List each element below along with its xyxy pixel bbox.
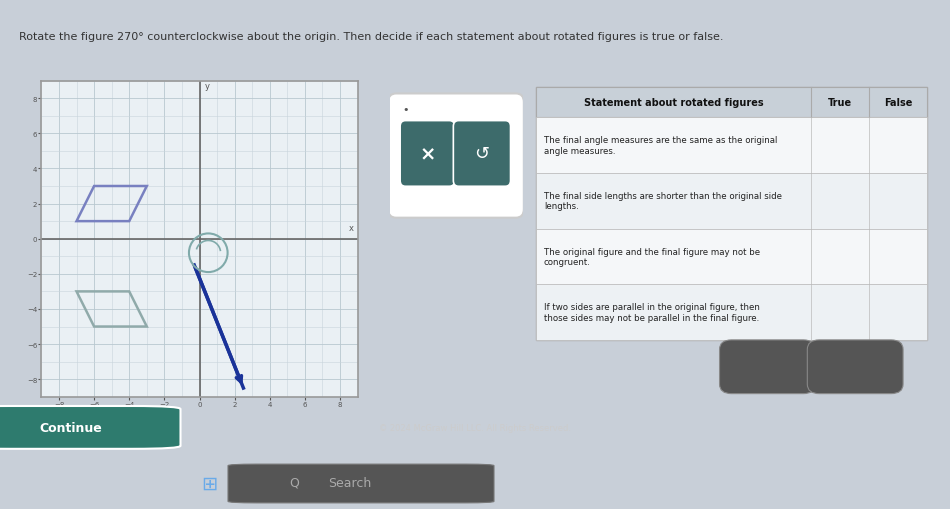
FancyBboxPatch shape <box>453 121 510 187</box>
Text: •: • <box>402 105 408 115</box>
Text: ×: × <box>419 145 436 163</box>
Text: The original figure and the final figure may not be
congruent.: The original figure and the final figure… <box>544 247 760 267</box>
Text: Rotate the figure 270° counterclockwise about the origin. Then decide if each st: Rotate the figure 270° counterclockwise … <box>19 32 724 42</box>
Text: ×: × <box>761 359 774 375</box>
Text: x: x <box>349 223 353 233</box>
FancyBboxPatch shape <box>389 94 523 218</box>
Text: y: y <box>205 81 210 91</box>
Text: The final angle measures are the same as the original
angle measures.: The final angle measures are the same as… <box>544 136 777 155</box>
Bar <box>536 88 927 118</box>
Text: © 2024 McGraw Hill LLC. All Rights Reserved.: © 2024 McGraw Hill LLC. All Rights Reser… <box>379 423 571 432</box>
Text: ↺: ↺ <box>848 359 862 375</box>
FancyBboxPatch shape <box>228 464 494 503</box>
Text: Statement about rotated figures: Statement about rotated figures <box>584 98 764 108</box>
FancyBboxPatch shape <box>0 406 180 449</box>
FancyBboxPatch shape <box>400 121 455 187</box>
Text: Search: Search <box>328 476 371 489</box>
Text: The final side lengths are shorter than the original side
lengths.: The final side lengths are shorter than … <box>544 192 782 211</box>
FancyBboxPatch shape <box>719 340 815 394</box>
Text: ⊞: ⊞ <box>200 474 218 493</box>
Text: False: False <box>884 98 912 108</box>
Text: If two sides are parallel in the original figure, then
those sides may not be pa: If two sides are parallel in the origina… <box>544 303 760 322</box>
Text: ↺: ↺ <box>474 145 489 163</box>
FancyBboxPatch shape <box>808 340 903 394</box>
Text: Continue: Continue <box>40 421 103 434</box>
Text: Q: Q <box>290 476 299 489</box>
Text: True: True <box>828 98 852 108</box>
